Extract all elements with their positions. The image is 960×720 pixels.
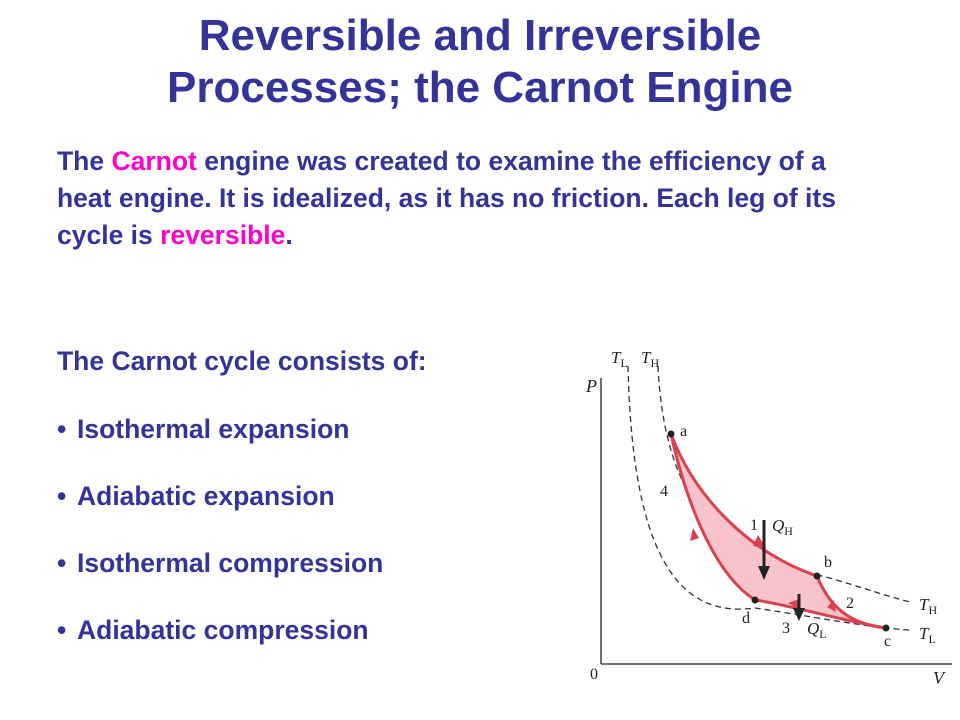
step-label: Adiabatic expansion	[77, 481, 335, 511]
intro-end: .	[285, 220, 293, 250]
step-item: • Isothermal compression	[57, 545, 383, 582]
cycle-leg-1	[669, 433, 818, 578]
intro-after: engine was created to examine the effici…	[57, 146, 836, 250]
bullet-icon: •	[57, 615, 67, 645]
point-d-marker	[751, 596, 759, 604]
step-item: • Adiabatic compression	[57, 612, 369, 649]
point-a-label: a	[680, 423, 687, 440]
intro-before: The	[57, 146, 112, 176]
carnot-pv-diagram: P V 0 TL TH TH TL a b c d 1 2 3 4 QH QL	[585, 348, 952, 688]
leg-2-label: 2	[846, 595, 854, 612]
bullet-icon: •	[57, 414, 67, 444]
leg-1-label: 1	[750, 517, 758, 534]
qh-arrow-icon	[758, 566, 770, 580]
point-b-marker	[813, 572, 821, 580]
tl-right-label: TL	[919, 624, 936, 646]
step-label: Isothermal expansion	[77, 414, 350, 444]
page-title: Reversible and Irreversible Processes; t…	[0, 10, 960, 114]
cycle-leg-3	[754, 598, 887, 630]
qh-label: QH	[772, 516, 793, 538]
leg-2-arrow-icon	[827, 600, 836, 612]
cycle-region	[671, 434, 886, 628]
axis-v-label: V	[933, 668, 946, 688]
point-d-label: d	[742, 610, 750, 627]
tl-top-label: TL	[611, 348, 628, 370]
leg-3-label: 3	[782, 620, 790, 637]
carnot-highlight: Carnot	[111, 146, 197, 176]
isotherm-tl-curve	[627, 365, 911, 631]
point-c-label: c	[884, 633, 891, 650]
axis-p-label: P	[585, 376, 597, 396]
step-label: Isothermal compression	[77, 548, 384, 578]
bullet-icon: •	[57, 548, 67, 578]
step-item: • Isothermal expansion	[57, 411, 349, 448]
title-line-1: Reversible and Irreversible	[198, 11, 762, 60]
leg-4-label: 4	[660, 483, 668, 500]
point-c-marker	[882, 624, 890, 632]
intro-paragraph: The Carnot engine was created to examine…	[57, 143, 857, 254]
reversible-highlight: reversible	[160, 220, 286, 250]
title-line-2: Processes; the Carnot Engine	[167, 63, 793, 112]
cycle-leg-4	[669, 433, 756, 602]
point-a-marker	[667, 430, 675, 438]
th-top-label: TH	[641, 348, 659, 370]
step-item: • Adiabatic expansion	[57, 478, 335, 515]
leg-4-arrow-icon	[690, 528, 699, 541]
bullet-icon: •	[57, 481, 67, 511]
step-label: Adiabatic compression	[77, 615, 369, 645]
leg-3-arrow-icon	[788, 599, 800, 609]
origin-label: 0	[590, 666, 598, 683]
ql-label: QL	[807, 619, 827, 641]
ql-arrow-icon	[793, 608, 805, 621]
cycle-heading: The Carnot cycle consists of:	[57, 346, 427, 376]
th-right-label: TH	[919, 595, 937, 617]
point-b-label: b	[824, 554, 832, 571]
